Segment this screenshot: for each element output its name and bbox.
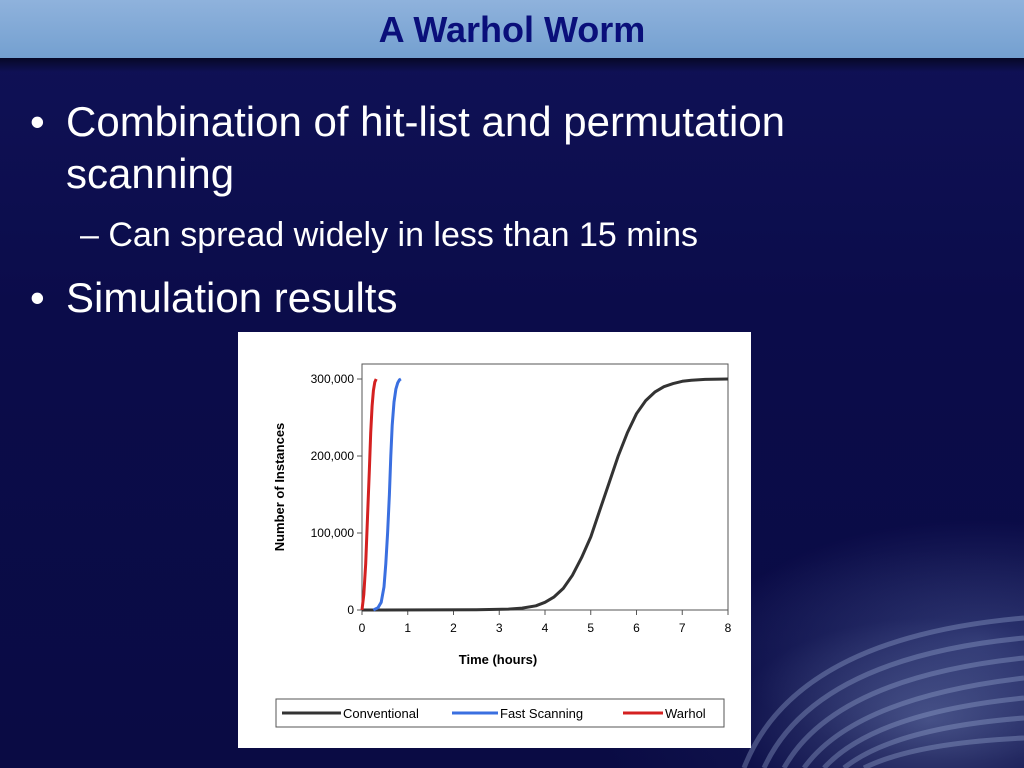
y-tick-label: 0 [347,603,354,617]
x-tick-label: 8 [725,621,732,635]
x-tick-label: 0 [359,621,366,635]
x-tick-label: 4 [542,621,549,635]
y-axis-label: Number of Instances [272,423,287,552]
y-tick-label: 300,000 [311,372,355,386]
legend-label: Conventional [343,706,419,721]
x-tick-label: 2 [450,621,457,635]
x-tick-label: 3 [496,621,503,635]
legend-label: Warhol [665,706,706,721]
legend-label: Fast Scanning [500,706,583,721]
chart-panel: 0 100,000 200,000 300,000 0 1 2 3 4 5 6 7 8 Time (h… [238,332,751,748]
series-line-conventional [361,377,729,612]
x-tick-label: 5 [587,621,594,635]
y-tick-label: 100,000 [311,526,355,540]
bullet-marker: • [30,98,45,145]
title-shadow [0,58,1024,72]
title-bar [0,0,1024,58]
bullet-text-1: Combination of hit-list and permutation … [66,98,786,197]
line-chart: 0 100,000 200,000 300,000 0 1 2 3 4 5 6 7 8 Time (h… [272,363,732,728]
x-tick-label: 1 [404,621,411,635]
x-axis-label: Time (hours) [459,652,538,667]
series-line-fast-scanning [372,377,402,612]
bullet-text-2: Simulation results [66,274,398,321]
x-tick-label: 7 [679,621,686,635]
y-tick-label: 200,000 [311,449,355,463]
sub-bullet-item-1: – Can spread widely in less than 15 mins [80,214,698,256]
plot-area [361,363,729,611]
series-line-warhol [360,378,378,611]
worm-background-image [741,615,1024,768]
sub-bullet-text-1: Can spread widely in less than 15 mins [108,216,699,254]
sub-bullet-marker: – [80,216,99,254]
slide-title: A Warhol Worm [378,9,646,50]
bullet-marker: • [30,274,45,321]
x-tick-label: 6 [633,621,640,635]
